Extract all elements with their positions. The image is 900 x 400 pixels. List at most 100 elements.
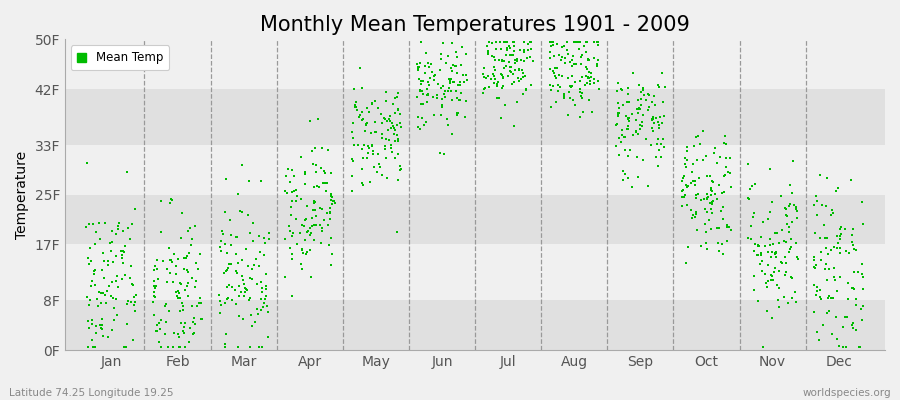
- Point: [422, 82, 436, 88]
- Point: [838, 226, 852, 232]
- Point: [556, 91, 571, 98]
- Point: [741, 161, 755, 167]
- Point: [546, 68, 561, 74]
- Point: [437, 91, 452, 97]
- Point: [435, 103, 449, 110]
- Point: [84, 283, 98, 289]
- Point: [513, 46, 527, 53]
- Point: [778, 206, 793, 212]
- Point: [109, 296, 123, 302]
- Point: [442, 85, 456, 91]
- Point: [719, 140, 733, 147]
- Point: [173, 307, 187, 314]
- Point: [743, 186, 758, 192]
- Point: [279, 172, 293, 179]
- Point: [418, 63, 432, 69]
- Point: [715, 240, 729, 247]
- Point: [590, 39, 605, 46]
- Point: [323, 235, 338, 241]
- Point: [376, 115, 391, 121]
- Point: [381, 126, 395, 133]
- Point: [352, 114, 366, 120]
- Point: [633, 121, 647, 128]
- Point: [104, 248, 118, 254]
- Point: [356, 146, 370, 152]
- Point: [618, 134, 633, 140]
- Point: [691, 133, 706, 139]
- Point: [494, 46, 508, 52]
- Point: [324, 194, 338, 200]
- Point: [86, 271, 101, 277]
- Point: [678, 192, 692, 198]
- Point: [616, 168, 631, 174]
- Point: [845, 238, 859, 245]
- Point: [118, 272, 132, 278]
- Point: [229, 250, 243, 257]
- Point: [232, 283, 247, 290]
- Point: [547, 53, 562, 59]
- Point: [453, 97, 467, 104]
- Point: [347, 103, 362, 110]
- Point: [175, 299, 189, 306]
- Point: [841, 280, 855, 286]
- Text: Latitude 74.25 Longitude 19.25: Latitude 74.25 Longitude 19.25: [9, 388, 174, 398]
- Point: [675, 178, 689, 185]
- Point: [250, 310, 265, 317]
- Point: [521, 47, 535, 53]
- Point: [435, 96, 449, 102]
- Point: [428, 77, 442, 83]
- Point: [257, 300, 272, 306]
- Point: [833, 233, 848, 240]
- Point: [368, 129, 382, 136]
- Point: [184, 242, 198, 248]
- Point: [590, 39, 605, 46]
- Point: [355, 166, 369, 172]
- Point: [856, 274, 870, 280]
- Point: [284, 198, 299, 204]
- Point: [633, 126, 647, 132]
- Point: [505, 81, 519, 87]
- Point: [420, 92, 435, 99]
- Point: [421, 79, 436, 86]
- Point: [260, 303, 274, 309]
- Point: [107, 317, 122, 323]
- Point: [302, 118, 317, 124]
- Point: [500, 47, 515, 54]
- Point: [194, 316, 208, 322]
- Point: [522, 39, 536, 46]
- Point: [327, 198, 341, 205]
- Point: [150, 257, 165, 264]
- Point: [436, 151, 451, 158]
- Point: [213, 238, 228, 244]
- Point: [653, 141, 668, 147]
- Point: [822, 308, 836, 315]
- Point: [245, 322, 259, 329]
- Point: [349, 107, 364, 114]
- Point: [516, 74, 530, 81]
- Point: [441, 87, 455, 94]
- Point: [115, 228, 130, 234]
- Point: [151, 276, 166, 282]
- Point: [176, 306, 190, 313]
- Point: [564, 63, 579, 69]
- Point: [315, 228, 329, 234]
- Point: [153, 317, 167, 324]
- Point: [547, 70, 562, 76]
- Point: [364, 141, 379, 148]
- Point: [700, 246, 715, 252]
- Point: [619, 99, 634, 105]
- Point: [236, 277, 250, 283]
- Point: [609, 142, 624, 149]
- Point: [543, 66, 557, 72]
- Point: [784, 244, 798, 251]
- Point: [580, 56, 595, 62]
- Point: [120, 321, 134, 328]
- Point: [575, 52, 590, 59]
- Point: [95, 290, 110, 296]
- Point: [117, 344, 131, 350]
- Point: [95, 333, 110, 339]
- Point: [855, 199, 869, 206]
- Point: [631, 174, 645, 181]
- Point: [519, 86, 534, 92]
- Point: [611, 100, 625, 106]
